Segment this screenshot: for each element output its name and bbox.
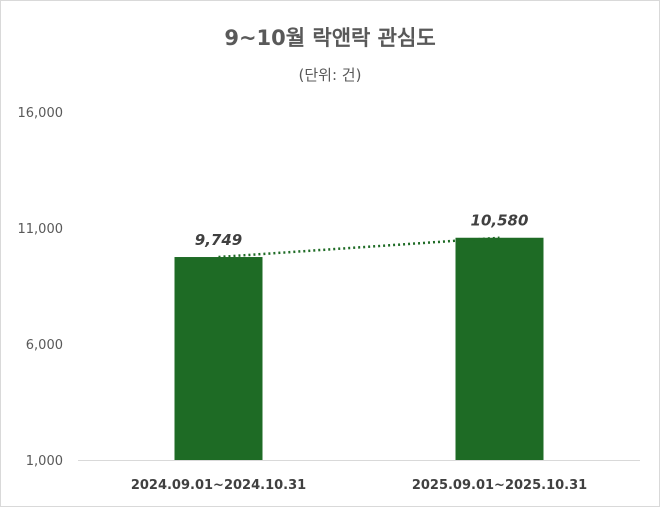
bar [455, 237, 544, 460]
chart-title: 9~10월 락앤락 관심도 [224, 26, 436, 50]
chart-subtitle: (단위: 건) [298, 66, 362, 84]
x-tick-label: 2025.09.01~2025.10.31 [412, 478, 587, 493]
x-tick-label: 2024.09.01~2024.10.31 [131, 478, 306, 493]
y-tick-label: 11,000 [18, 222, 64, 237]
bar [174, 257, 263, 460]
data-label: 10,580 [471, 212, 529, 230]
y-tick-label: 16,000 [18, 106, 64, 121]
data-label: 9,749 [195, 231, 242, 249]
y-tick-label: 1,000 [26, 454, 63, 469]
trendline [218, 236, 500, 259]
y-tick-label: 6,000 [26, 338, 63, 353]
